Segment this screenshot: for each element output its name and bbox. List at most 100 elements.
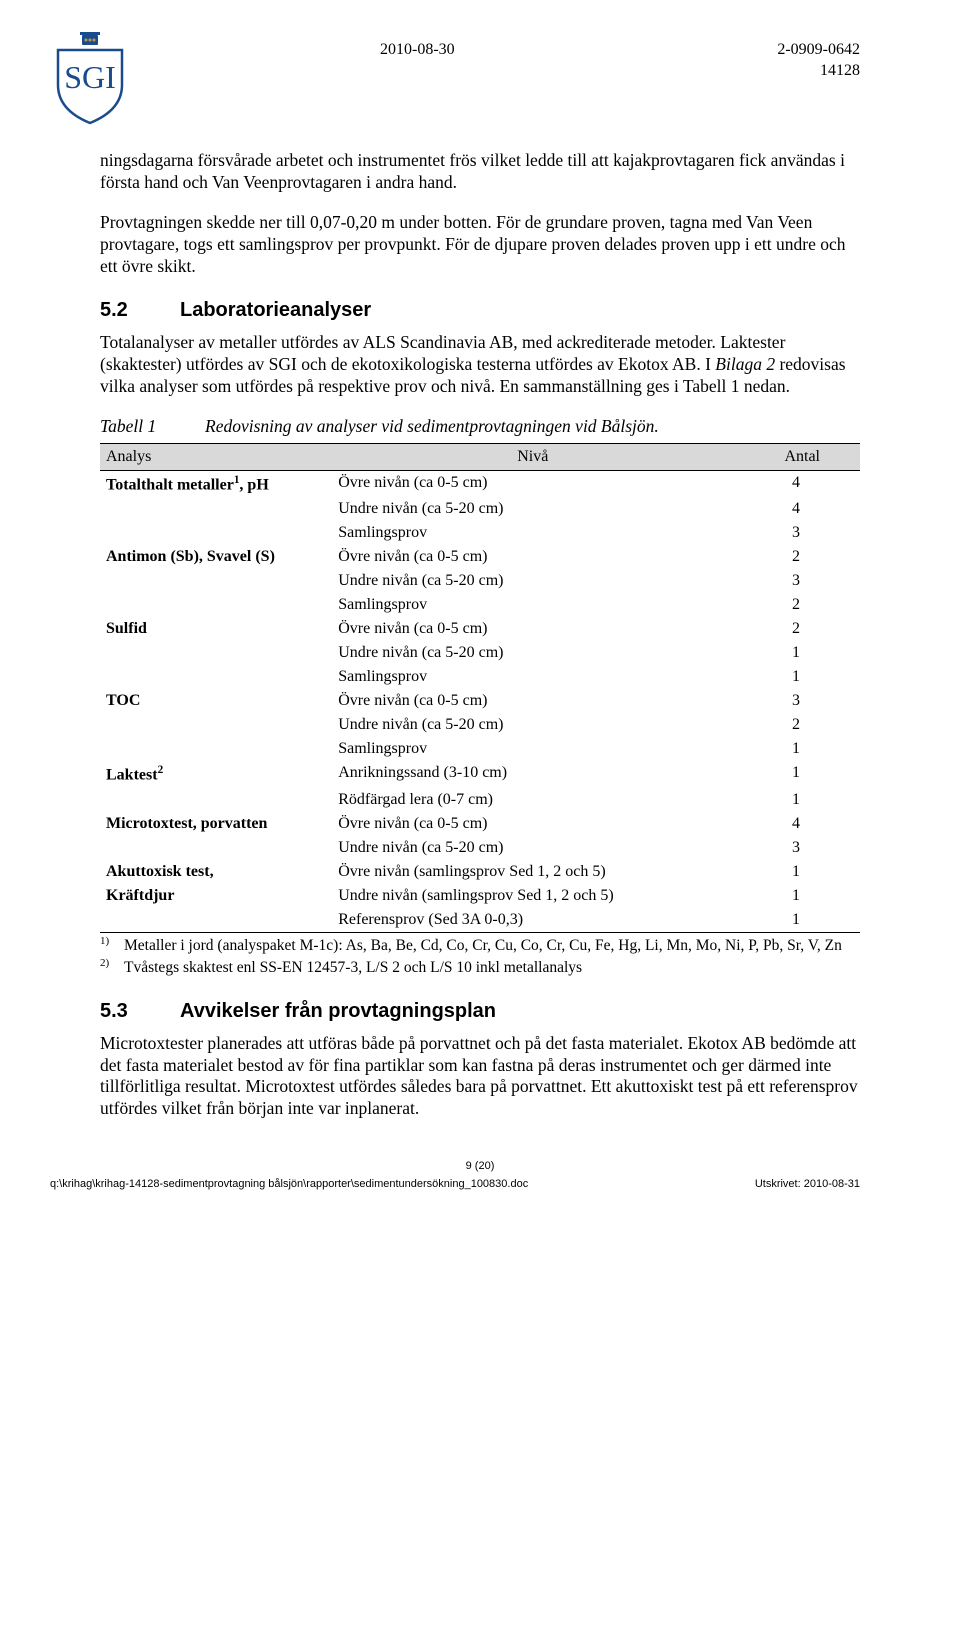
table-row: Undre nivån (ca 5-20 cm)2 bbox=[100, 713, 860, 737]
cell-niva: Övre nivån (ca 0-5 cm) bbox=[332, 812, 733, 836]
heading-num-53: 5.3 bbox=[100, 1000, 180, 1023]
col-analys: Analys bbox=[100, 444, 332, 471]
cell-analys bbox=[100, 641, 332, 665]
table-row: Antimon (Sb), Svavel (S)Övre nivån (ca 0… bbox=[100, 545, 860, 569]
cell-analys: Kräftdjur bbox=[100, 884, 332, 908]
cell-niva: Samlingsprov bbox=[332, 737, 733, 761]
footnote-2: 2)Tvåstegs skaktest enl SS-EN 12457-3, L… bbox=[100, 957, 860, 978]
header-date: 2010-08-30 bbox=[380, 40, 455, 61]
heading-num: 5.2 bbox=[100, 299, 180, 322]
page: SGI 2010-08-30 2-0909-0642 14128 ningsda… bbox=[0, 0, 960, 1220]
heading-5-3: 5.3Avvikelser från provtagningsplan bbox=[100, 1000, 860, 1023]
cell-niva: Övre nivån (samlingsprov Sed 1, 2 och 5) bbox=[332, 860, 733, 884]
cell-niva: Samlingsprov bbox=[332, 593, 733, 617]
cell-antal: 2 bbox=[733, 593, 860, 617]
footnote-1-text: Metaller i jord (analyspaket M-1c): As, … bbox=[124, 937, 842, 954]
cell-antal: 2 bbox=[733, 545, 860, 569]
analysis-table: Analys Nivå Antal Totalthalt metaller1, … bbox=[100, 443, 860, 933]
cell-antal: 2 bbox=[733, 713, 860, 737]
paragraph-4: Microtoxtester planerades att utföras bå… bbox=[100, 1033, 860, 1121]
cell-niva: Samlingsprov bbox=[332, 665, 733, 689]
cell-antal: 1 bbox=[733, 641, 860, 665]
header-docnum: 2-0909-0642 bbox=[777, 40, 860, 61]
cell-antal: 1 bbox=[733, 665, 860, 689]
footer-pagenum: 9 (20) bbox=[100, 1160, 860, 1172]
cell-analys bbox=[100, 521, 332, 545]
heading-5-2: 5.2Laboratorieanalyser bbox=[100, 299, 860, 322]
page-footer: 9 (20) q:\krihag\krihag-14128-sedimentpr… bbox=[100, 1160, 860, 1190]
cell-antal: 1 bbox=[733, 884, 860, 908]
cell-analys bbox=[100, 836, 332, 860]
table-row: KräftdjurUndre nivån (samlingsprov Sed 1… bbox=[100, 884, 860, 908]
cell-niva: Undre nivån (samlingsprov Sed 1, 2 och 5… bbox=[332, 884, 733, 908]
cell-antal: 3 bbox=[733, 569, 860, 593]
cell-antal: 1 bbox=[733, 908, 860, 933]
col-niva: Nivå bbox=[332, 444, 733, 471]
table-row: TOCÖvre nivån (ca 0-5 cm)3 bbox=[100, 689, 860, 713]
table-row: Undre nivån (ca 5-20 cm)3 bbox=[100, 836, 860, 860]
cell-analys bbox=[100, 593, 332, 617]
table-row: Totalthalt metaller1, pHÖvre nivån (ca 0… bbox=[100, 471, 860, 498]
cell-niva: Referensprov (Sed 3A 0-0,3) bbox=[332, 908, 733, 933]
table-row: Samlingsprov1 bbox=[100, 665, 860, 689]
cell-antal: 1 bbox=[733, 761, 860, 787]
footer-printed: Utskrivet: 2010-08-31 bbox=[755, 1178, 860, 1190]
p3a: Totalanalyser av metaller utfördes av AL… bbox=[100, 332, 785, 374]
cell-niva: Övre nivån (ca 0-5 cm) bbox=[332, 689, 733, 713]
cell-analys: Antimon (Sb), Svavel (S) bbox=[100, 545, 332, 569]
cell-analys bbox=[100, 497, 332, 521]
table-row: Undre nivån (ca 5-20 cm)1 bbox=[100, 641, 860, 665]
heading-text-53: Avvikelser från provtagningsplan bbox=[180, 1000, 496, 1022]
cell-niva: Övre nivån (ca 0-5 cm) bbox=[332, 617, 733, 641]
header-ref: 14128 bbox=[777, 61, 860, 82]
cell-antal: 3 bbox=[733, 836, 860, 860]
col-antal: Antal bbox=[733, 444, 860, 471]
table-caption-text: Redovisning av analyser vid sedimentprov… bbox=[205, 416, 659, 436]
cell-analys bbox=[100, 569, 332, 593]
cell-analys bbox=[100, 788, 332, 812]
bilaga-ref: Bilaga 2 bbox=[715, 354, 775, 374]
paragraph-1: ningsdagarna försvårade arbetet och inst… bbox=[100, 150, 860, 194]
cell-niva: Undre nivån (ca 5-20 cm) bbox=[332, 641, 733, 665]
table-row: Undre nivån (ca 5-20 cm)3 bbox=[100, 569, 860, 593]
cell-antal: 4 bbox=[733, 471, 860, 498]
cell-niva: Undre nivån (ca 5-20 cm) bbox=[332, 497, 733, 521]
cell-analys bbox=[100, 665, 332, 689]
cell-analys: Microtoxtest, porvatten bbox=[100, 812, 332, 836]
cell-analys: Totalthalt metaller1, pH bbox=[100, 471, 332, 498]
cell-niva: Anrikningssand (3-10 cm) bbox=[332, 761, 733, 787]
table-body: Totalthalt metaller1, pHÖvre nivån (ca 0… bbox=[100, 471, 860, 933]
cell-niva: Undre nivån (ca 5-20 cm) bbox=[332, 836, 733, 860]
table-label: Tabell 1 bbox=[100, 416, 205, 437]
paragraph-3: Totalanalyser av metaller utfördes av AL… bbox=[100, 332, 860, 398]
table-row: Rödfärgad lera (0-7 cm)1 bbox=[100, 788, 860, 812]
table-row: SulfidÖvre nivån (ca 0-5 cm)2 bbox=[100, 617, 860, 641]
cell-niva: Samlingsprov bbox=[332, 521, 733, 545]
cell-antal: 1 bbox=[733, 860, 860, 884]
paragraph-2: Provtagningen skedde ner till 0,07-0,20 … bbox=[100, 212, 860, 278]
table-row: Akuttoxisk test,Övre nivån (samlingsprov… bbox=[100, 860, 860, 884]
cell-antal: 2 bbox=[733, 617, 860, 641]
cell-niva: Övre nivån (ca 0-5 cm) bbox=[332, 545, 733, 569]
table-row: Laktest2Anrikningssand (3-10 cm)1 bbox=[100, 761, 860, 787]
cell-niva: Undre nivån (ca 5-20 cm) bbox=[332, 713, 733, 737]
cell-antal: 3 bbox=[733, 689, 860, 713]
cell-niva: Rödfärgad lera (0-7 cm) bbox=[332, 788, 733, 812]
cell-antal: 4 bbox=[733, 812, 860, 836]
cell-analys bbox=[100, 737, 332, 761]
heading-text: Laboratorieanalyser bbox=[180, 299, 371, 321]
cell-analys bbox=[100, 713, 332, 737]
footnote-2-text: Tvåstegs skaktest enl SS-EN 12457-3, L/S… bbox=[124, 959, 582, 976]
cell-analys bbox=[100, 908, 332, 933]
cell-analys: TOC bbox=[100, 689, 332, 713]
cell-niva: Övre nivån (ca 0-5 cm) bbox=[332, 471, 733, 498]
table-row: Samlingsprov1 bbox=[100, 737, 860, 761]
svg-text:SGI: SGI bbox=[64, 59, 116, 95]
table-header-row: Analys Nivå Antal bbox=[100, 444, 860, 471]
sgi-logo: SGI bbox=[50, 30, 130, 130]
table-caption: Tabell 1Redovisning av analyser vid sedi… bbox=[100, 416, 860, 437]
header-docref: 2-0909-0642 14128 bbox=[777, 40, 860, 82]
cell-antal: 3 bbox=[733, 521, 860, 545]
footnote-2-sup: 2) bbox=[100, 957, 124, 971]
cell-antal: 4 bbox=[733, 497, 860, 521]
